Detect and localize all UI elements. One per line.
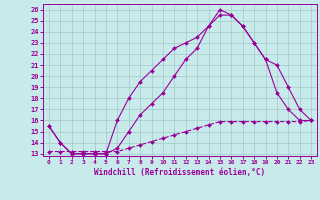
X-axis label: Windchill (Refroidissement éolien,°C): Windchill (Refroidissement éolien,°C) — [94, 168, 266, 177]
